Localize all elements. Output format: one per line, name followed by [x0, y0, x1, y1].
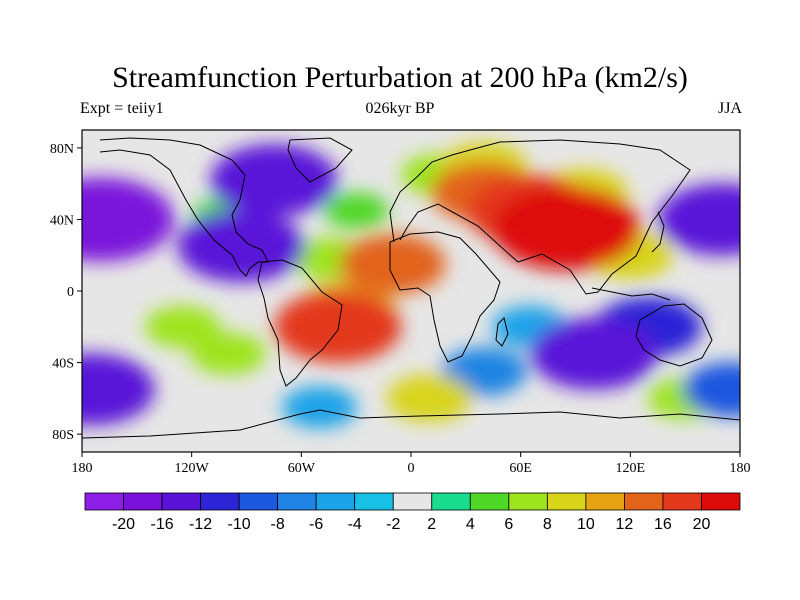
contour-region	[339, 234, 446, 295]
lon-tick-label: 180	[730, 461, 751, 476]
colorbar-swatch	[161, 492, 201, 511]
colorbar-label: 6	[504, 516, 513, 533]
contour-region	[177, 210, 305, 283]
axis-ticks: 180 120W 60W 0 60E 120E 180 80N 40N 0 40S 80S	[50, 142, 751, 476]
colorbar-swatch	[392, 492, 433, 511]
coastline-australia	[635, 303, 713, 367]
colorbar-label: -2	[386, 516, 400, 533]
colorbar-swatch	[546, 492, 587, 511]
colorbar-label: 10	[577, 516, 595, 533]
map-title: Streamfunction Perturbation at 200 hPa (…	[112, 61, 688, 94]
colorbar-swatch	[123, 492, 163, 511]
contour-region	[190, 332, 266, 375]
lon-tick-label: 60W	[288, 461, 316, 476]
colorbar-swatch	[238, 492, 279, 511]
lat-tick-label: 80N	[50, 142, 74, 157]
contour-fill-layer	[82, 141, 740, 429]
colorbar-label: -6	[309, 516, 323, 533]
contour-region	[144, 305, 221, 348]
colorbar: -20 -16 -12 -10 -8 -6 -4 -2 2 4 6 8 10 12 16 20	[84, 492, 741, 533]
lat-tick-label: 0	[67, 285, 74, 300]
lon-tick-label: 120W	[175, 461, 210, 476]
contour-region	[210, 144, 338, 217]
colorbar-label: -8	[271, 516, 285, 533]
colorbar-swatch	[431, 492, 471, 511]
lon-tick-label: 180	[72, 461, 93, 476]
coastline-south-america	[257, 259, 343, 387]
season-label: JJA	[717, 100, 742, 117]
colorbar-swatch	[200, 492, 240, 511]
colorbar-label: 20	[693, 516, 711, 533]
colorbar-swatch	[277, 492, 317, 511]
contour-region	[386, 374, 473, 423]
coastline-madagascar	[495, 317, 509, 347]
colorbar-label: 8	[543, 516, 552, 533]
lat-tick-label: 40N	[50, 213, 74, 228]
contour-region	[323, 192, 389, 229]
colorbar-swatch	[585, 492, 625, 511]
coastlines	[82, 137, 740, 439]
colorbar-swatch	[469, 492, 510, 511]
lon-tick-label: 120E	[616, 461, 646, 476]
colorbar-label: -16	[150, 516, 173, 533]
coastline-antarctica	[82, 409, 740, 439]
contour-region	[274, 290, 402, 363]
lon-tick-label: 0	[408, 461, 415, 476]
colorbar-label: 16	[654, 516, 672, 533]
colorbar-swatch	[662, 492, 702, 511]
contour-region	[82, 353, 155, 426]
colorbar-label: -20	[112, 516, 135, 533]
coastline-africa	[389, 231, 501, 363]
coastline-greenland	[287, 137, 353, 183]
colorbar-label: 4	[466, 516, 475, 533]
contour-region	[682, 362, 740, 417]
contour-region	[530, 317, 658, 390]
contour-region	[492, 186, 641, 271]
experiment-label: Expt = teiiy1	[80, 100, 164, 117]
colorbar-label: -4	[348, 516, 362, 533]
coastline-indonesia	[591, 287, 671, 301]
colorbar-label: 12	[616, 516, 634, 533]
colorbar-label: -12	[189, 516, 212, 533]
lat-tick-label: 80S	[52, 428, 74, 443]
colorbar-swatch	[315, 492, 356, 511]
coastline-japan	[651, 211, 665, 253]
plot-area	[81, 129, 741, 453]
colorbar-swatch	[624, 492, 664, 511]
colorbar-label: 2	[427, 516, 436, 533]
colorbar-swatch	[354, 492, 394, 511]
lat-tick-label: 40S	[52, 357, 74, 372]
lon-tick-label: 60E	[509, 461, 532, 476]
contour-region	[82, 177, 175, 262]
colorbar-label: -10	[228, 516, 251, 533]
coastline-eurasia	[389, 139, 691, 295]
contour-region	[282, 386, 358, 429]
colorbar-swatch	[84, 492, 124, 511]
time-label: 026kyr BP	[365, 100, 435, 117]
colorbar-swatch	[701, 492, 741, 511]
contour-region	[658, 183, 740, 256]
colorbar-swatch	[508, 492, 548, 511]
